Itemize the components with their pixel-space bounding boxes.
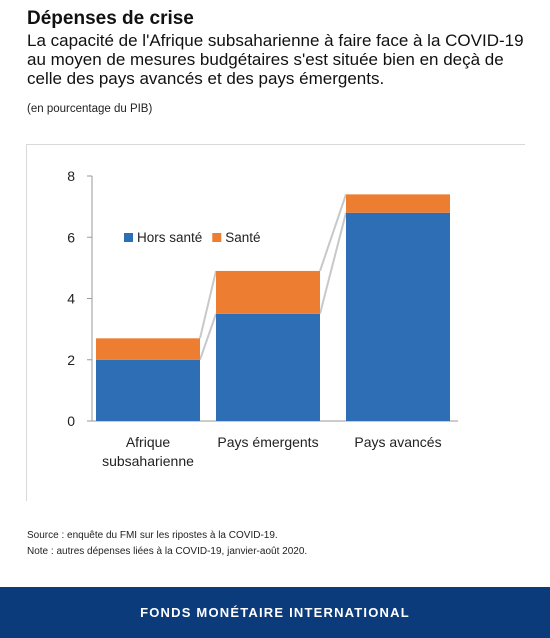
y-tick-label: 4	[67, 291, 75, 307]
unit-label: (en pourcentage du PIB)	[27, 103, 153, 115]
legend-swatch	[124, 233, 133, 242]
bar-hors-sante	[216, 313, 320, 421]
chart-notes: Source : enquête du FMI sur les ripostes…	[27, 528, 307, 560]
x-category-label: Pays avancés	[354, 434, 441, 450]
legend-swatch	[212, 233, 222, 242]
x-category-label: subsaharienne	[102, 453, 194, 469]
bar-sante	[96, 338, 200, 360]
x-category-label: Pays émergents	[217, 434, 318, 450]
bar-hors-sante	[96, 359, 200, 421]
legend-label: Santé	[225, 230, 260, 245]
bar-hors-sante	[346, 212, 450, 421]
x-category-label: Afrique	[126, 434, 171, 450]
y-tick-label: 8	[67, 168, 75, 184]
bar-sante	[216, 270, 320, 314]
bar-sante	[346, 194, 450, 213]
chart-subtitle: La capacité de l'Afrique subsaharienne à…	[27, 31, 524, 88]
stacked-bar-chart: 0 2 4 6 8 Afrique subsaharienne Pays émergents P…	[67, 168, 458, 469]
connector-line-total	[319, 194, 347, 272]
source-note: Source : enquête du FMI sur les ripostes…	[27, 530, 278, 541]
chart-frame	[26, 144, 525, 501]
connector-line-hors-sante	[199, 313, 217, 361]
legend-label: Hors santé	[137, 230, 202, 245]
y-tick-label: 0	[67, 413, 75, 429]
y-tick-label: 6	[67, 229, 75, 245]
imf-footer-banner: FONDS MONÉTAIRE INTERNATIONAL	[0, 587, 550, 638]
footnote: Note : autres dépenses liées à la COVID-…	[27, 546, 308, 557]
connector-line-hors-sante	[319, 212, 347, 315]
chart-title: Dépenses de crise	[27, 8, 194, 29]
connector-line-total	[199, 270, 217, 339]
footer-label: FONDS MONÉTAIRE INTERNATIONAL	[140, 605, 410, 620]
y-tick-label: 2	[67, 352, 75, 368]
